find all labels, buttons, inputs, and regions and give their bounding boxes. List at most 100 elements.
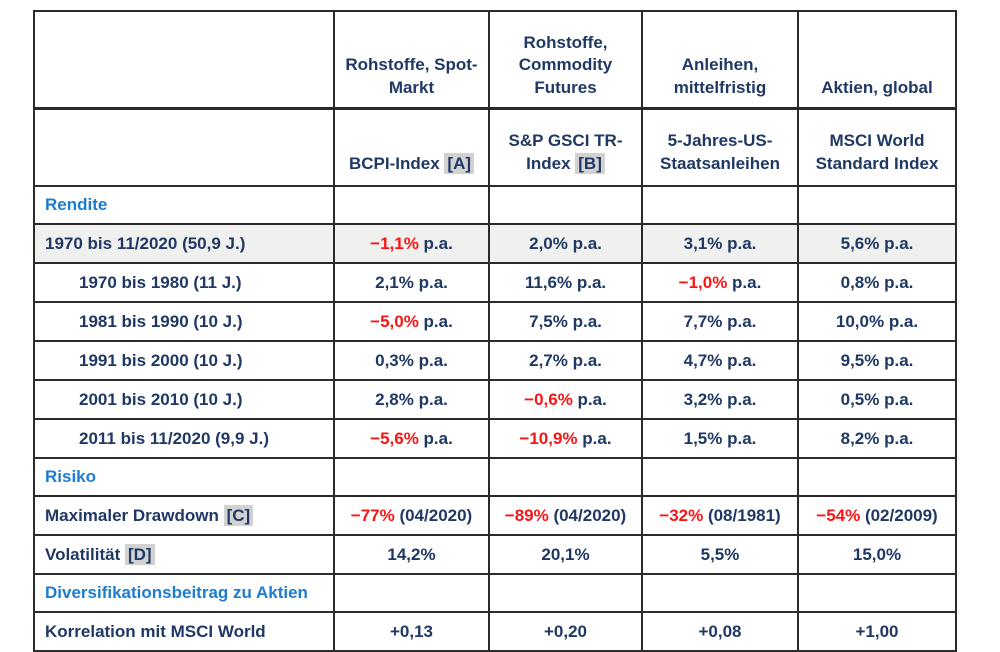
value-cell: 0,3% p.a. [333, 340, 490, 381]
index-header-bcpi: BCPI-Index [A] [333, 107, 490, 187]
value-cell: 7,5% p.a. [488, 301, 643, 342]
row-label: 2011 bis 11/2020 (9,9 J.) [33, 418, 335, 459]
empty-cell [333, 185, 490, 225]
data-row-2011-2020: 2011 bis 11/2020 (9,9 J.) −5,6% p.a. −10… [33, 418, 957, 459]
value-cell: 2,1% p.a. [333, 262, 490, 303]
value-cell: 7,7% p.a. [641, 301, 799, 342]
row-label: 1970 bis 11/2020 (50,9 J.) [33, 223, 335, 264]
value-text: (02/2009) [860, 505, 938, 525]
header-row-indices: BCPI-Index [A] S&P GSCI TR-Index [B] 5-J… [33, 107, 957, 187]
value-text: 4,7% p.a. [683, 350, 757, 370]
value-text: 9,5% p.a. [840, 350, 914, 370]
value-text: 10,0% p.a. [835, 311, 919, 331]
value-text: 7,7% p.a. [683, 311, 757, 331]
empty-cell [797, 457, 957, 497]
empty-cell [641, 457, 799, 497]
value-text: (04/2020) [548, 505, 627, 525]
section-label: Rendite [33, 185, 335, 225]
value-text: +0,13 [389, 621, 433, 641]
value-cell: 8,2% p.a. [797, 418, 957, 459]
value-text: 2,7% p.a. [529, 350, 602, 370]
empty-cell [641, 573, 799, 613]
asset-class-comparison-wrapper: Rohstoffe, Spot-Markt Rohstoffe, Commodi… [33, 10, 957, 652]
column-header-rohstoffe-futures: Rohstoffe, Commodity Futures [488, 10, 643, 110]
index-name: S&P GSCI TR-Index [508, 131, 623, 173]
value-cell: −54% (02/2009) [797, 495, 957, 536]
value-text: +0,08 [698, 621, 742, 641]
header-row-asset-classes: Rohstoffe, Spot-Markt Rohstoffe, Commodi… [33, 10, 957, 110]
negative-value: −89% [504, 505, 549, 525]
data-row-volatility: Volatilität [D] 14,2% 20,1% 5,5% 15,0% [33, 534, 957, 575]
empty-cell [333, 573, 490, 613]
value-text: 2,0% p.a. [529, 233, 602, 253]
value-cell: 0,8% p.a. [797, 262, 957, 303]
value-text: (04/2020) [394, 505, 473, 525]
data-row-1970-2020: 1970 bis 11/2020 (50,9 J.) −1,1% p.a. 2,… [33, 223, 957, 264]
value-cell: −0,6% p.a. [488, 379, 643, 420]
value-cell: 5,5% [641, 534, 799, 575]
value-text: (08/1981) [703, 505, 781, 525]
value-text: +1,00 [855, 621, 899, 641]
negative-value: −0,6% [524, 389, 573, 409]
empty-cell [488, 185, 643, 225]
value-text: 1,5% p.a. [683, 428, 757, 448]
index-header-treasuries: 5-Jahres-US-Staatsanleihen [641, 107, 799, 187]
data-row-max-drawdown: Maximaler Drawdown [C] −77% (04/2020) −8… [33, 495, 957, 536]
value-cell: 10,0% p.a. [797, 301, 957, 342]
negative-value: −54% [816, 505, 861, 525]
value-text: 0,3% p.a. [375, 350, 448, 370]
empty-cell [333, 457, 490, 497]
value-cell: 2,0% p.a. [488, 223, 643, 264]
value-cell: −89% (04/2020) [488, 495, 643, 536]
negative-value: −32% [659, 505, 704, 525]
value-text: 7,5% p.a. [529, 311, 602, 331]
section-row-rendite: Rendite [33, 185, 957, 225]
row-label: 1970 bis 1980 (11 J.) [33, 262, 335, 303]
section-label: Diversifikationsbeitrag zu Aktien [33, 573, 335, 613]
data-row-1981-1990: 1981 bis 1990 (10 J.) −5,0% p.a. 7,5% p.… [33, 301, 957, 342]
value-text: 0,5% p.a. [840, 389, 914, 409]
value-cell: −1,0% p.a. [641, 262, 799, 303]
value-text: 3,1% p.a. [683, 233, 757, 253]
value-text: 0,8% p.a. [840, 272, 914, 292]
row-label: Korrelation mit MSCI World [33, 611, 335, 652]
negative-value: −1,0% [678, 272, 728, 292]
value-text: +0,20 [543, 621, 587, 641]
empty-cell [488, 457, 643, 497]
value-text: 5,5% [700, 544, 740, 564]
negative-value: −77% [350, 505, 395, 525]
value-text: p.a. [577, 428, 612, 448]
value-cell: 20,1% [488, 534, 643, 575]
value-text: 5,6% p.a. [840, 233, 914, 253]
data-row-1991-2000: 1991 bis 2000 (10 J.) 0,3% p.a. 2,7% p.a… [33, 340, 957, 381]
column-header-aktien: Aktien, global [797, 10, 957, 110]
empty-cell [797, 573, 957, 613]
row-label: 2001 bis 2010 (10 J.) [33, 379, 335, 420]
corner-empty-cell [33, 10, 335, 110]
value-text: p.a. [727, 272, 762, 292]
footnote-ref-badge: [D] [124, 543, 155, 565]
index-name: 5-Jahres-US-Staatsanleihen [660, 131, 780, 173]
value-text: 2,8% p.a. [375, 389, 448, 409]
value-cell: 1,5% p.a. [641, 418, 799, 459]
value-text: p.a. [572, 389, 607, 409]
row-label: Volatilität [D] [33, 534, 335, 575]
value-text: 15,0% [852, 544, 902, 564]
value-cell: 11,6% p.a. [488, 262, 643, 303]
value-cell: 15,0% [797, 534, 957, 575]
value-cell: −5,6% p.a. [333, 418, 490, 459]
value-cell: −10,9% p.a. [488, 418, 643, 459]
value-cell: 0,5% p.a. [797, 379, 957, 420]
value-cell: −1,1% p.a. [333, 223, 490, 264]
value-cell: +1,00 [797, 611, 957, 652]
index-name: BCPI-Index [348, 153, 440, 173]
value-cell: 3,1% p.a. [641, 223, 799, 264]
value-text: p.a. [418, 233, 453, 253]
empty-cell [797, 185, 957, 225]
footnote-ref-badge: [B] [575, 152, 605, 174]
negative-value: −5,6% [370, 428, 419, 448]
value-cell: 2,8% p.a. [333, 379, 490, 420]
value-cell: −5,0% p.a. [333, 301, 490, 342]
value-cell: +0,08 [641, 611, 799, 652]
corner-empty-cell [33, 107, 335, 187]
